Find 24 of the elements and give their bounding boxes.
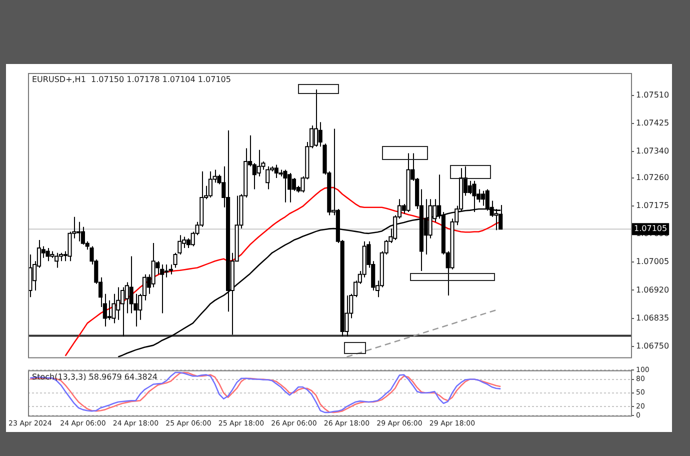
candlestick — [292, 177, 296, 192]
y-tick-label: 1.06835 — [636, 313, 670, 322]
candlestick — [68, 231, 72, 262]
y-tick-label: 1.07005 — [636, 257, 670, 266]
y-tick-label: 1.07425 — [636, 118, 670, 128]
y-tick-label: 1.07260 — [636, 173, 670, 182]
y-tick-label: 1.06750 — [636, 341, 670, 350]
candlestick — [120, 286, 125, 337]
candlestick — [129, 256, 134, 314]
candlestick — [480, 190, 486, 206]
y-tick-label: 1.07340 — [636, 146, 670, 156]
y-tick-label: 1.07175 — [636, 201, 670, 210]
candlestick — [266, 166, 270, 190]
candlestick — [256, 149, 261, 177]
candlestick — [283, 169, 288, 203]
chart-title: Stoch(13,3,3) 58.9679 64.3824 — [32, 372, 158, 382]
chart-title: EURUSD+,H1 1.07150 1.07178 1.07104 1.07105 — [32, 75, 231, 84]
y-tick-label: 1.06920 — [636, 285, 670, 294]
candlestick — [112, 293, 116, 324]
candlestick — [46, 247, 50, 262]
y-tick-label: 1.07510 — [636, 90, 670, 100]
candlestick — [164, 264, 169, 278]
candlestick — [160, 264, 164, 314]
ref-line-label: 1.07105 — [634, 224, 668, 234]
